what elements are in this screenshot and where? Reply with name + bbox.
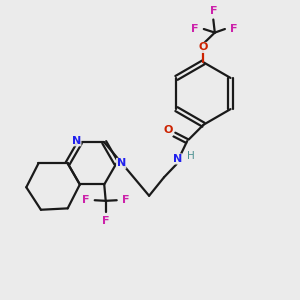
Text: O: O [163, 125, 172, 135]
Text: H: H [188, 151, 195, 161]
Text: N: N [116, 158, 126, 168]
Text: F: F [122, 195, 129, 205]
Text: F: F [230, 24, 238, 34]
Text: F: F [210, 6, 217, 16]
Text: F: F [102, 216, 110, 226]
Text: N: N [72, 136, 81, 146]
Text: F: F [82, 195, 89, 205]
Text: N: N [173, 154, 182, 164]
Text: F: F [191, 24, 199, 34]
Text: O: O [199, 43, 208, 52]
